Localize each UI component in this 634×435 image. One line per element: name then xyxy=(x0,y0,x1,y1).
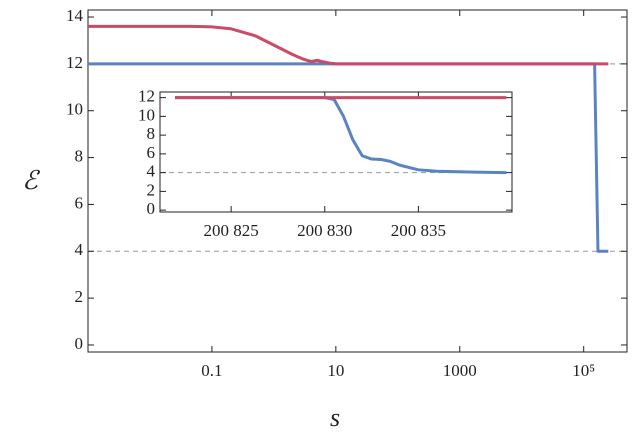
x-tick-label: 200 835 xyxy=(391,221,446,240)
x-tick-label: 200 830 xyxy=(297,221,352,240)
x-tick-label: 200 825 xyxy=(204,221,259,240)
x-tick-label: 10⁵ xyxy=(572,361,595,380)
y-tick-label: 0 xyxy=(75,334,84,353)
y-tick-label: 2 xyxy=(75,287,84,306)
y-tick-label: 4 xyxy=(75,240,84,259)
y-tick-label: 14 xyxy=(66,6,84,25)
y-tick-label: 6 xyxy=(147,143,156,162)
y-tick-label: 4 xyxy=(147,162,156,181)
series-line xyxy=(88,24,609,66)
y-tick-label: 12 xyxy=(66,53,83,72)
series-line xyxy=(174,96,507,175)
y-tick-label: 8 xyxy=(147,124,156,143)
x-tick-label: 0.1 xyxy=(201,361,222,380)
y-tick-label: 10 xyxy=(66,100,83,119)
y-tick-label: 12 xyxy=(138,87,155,106)
x-axis-label: s xyxy=(330,403,340,432)
y-tick-label: 8 xyxy=(75,146,84,165)
y-tick-label: 10 xyxy=(138,105,155,124)
x-tick-label: 1000 xyxy=(443,361,477,380)
y-tick-label: 0 xyxy=(147,199,156,218)
y-tick-label: 2 xyxy=(147,180,156,199)
x-tick-label: 10 xyxy=(327,361,344,380)
y-axis-label: ℰ xyxy=(22,166,40,195)
y-tick-label: 6 xyxy=(75,193,84,212)
inset-area xyxy=(159,91,513,213)
